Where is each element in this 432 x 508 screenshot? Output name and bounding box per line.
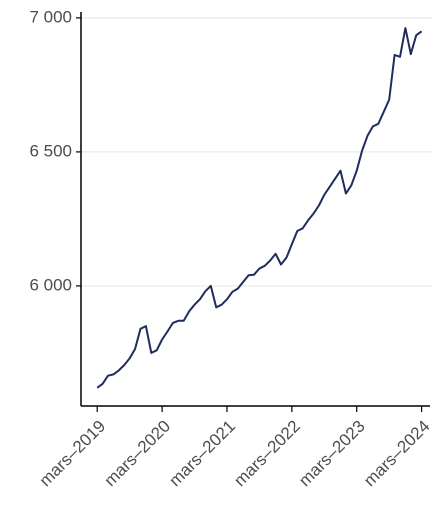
x-tick-label: mars–2021 — [165, 417, 239, 491]
y-tick-label: 7 000 — [29, 7, 72, 26]
series-line — [96, 27, 423, 389]
x-tick-label: mars–2019 — [36, 417, 110, 491]
x-tick-label: mars–2024 — [360, 417, 432, 491]
x-tick-label: mars–2023 — [295, 417, 369, 491]
x-tick-label: mars–2022 — [230, 417, 304, 491]
y-tick-label: 6 000 — [29, 275, 72, 294]
x-tick-label: mars–2020 — [101, 417, 175, 491]
y-tick-label: 6 500 — [29, 141, 72, 160]
